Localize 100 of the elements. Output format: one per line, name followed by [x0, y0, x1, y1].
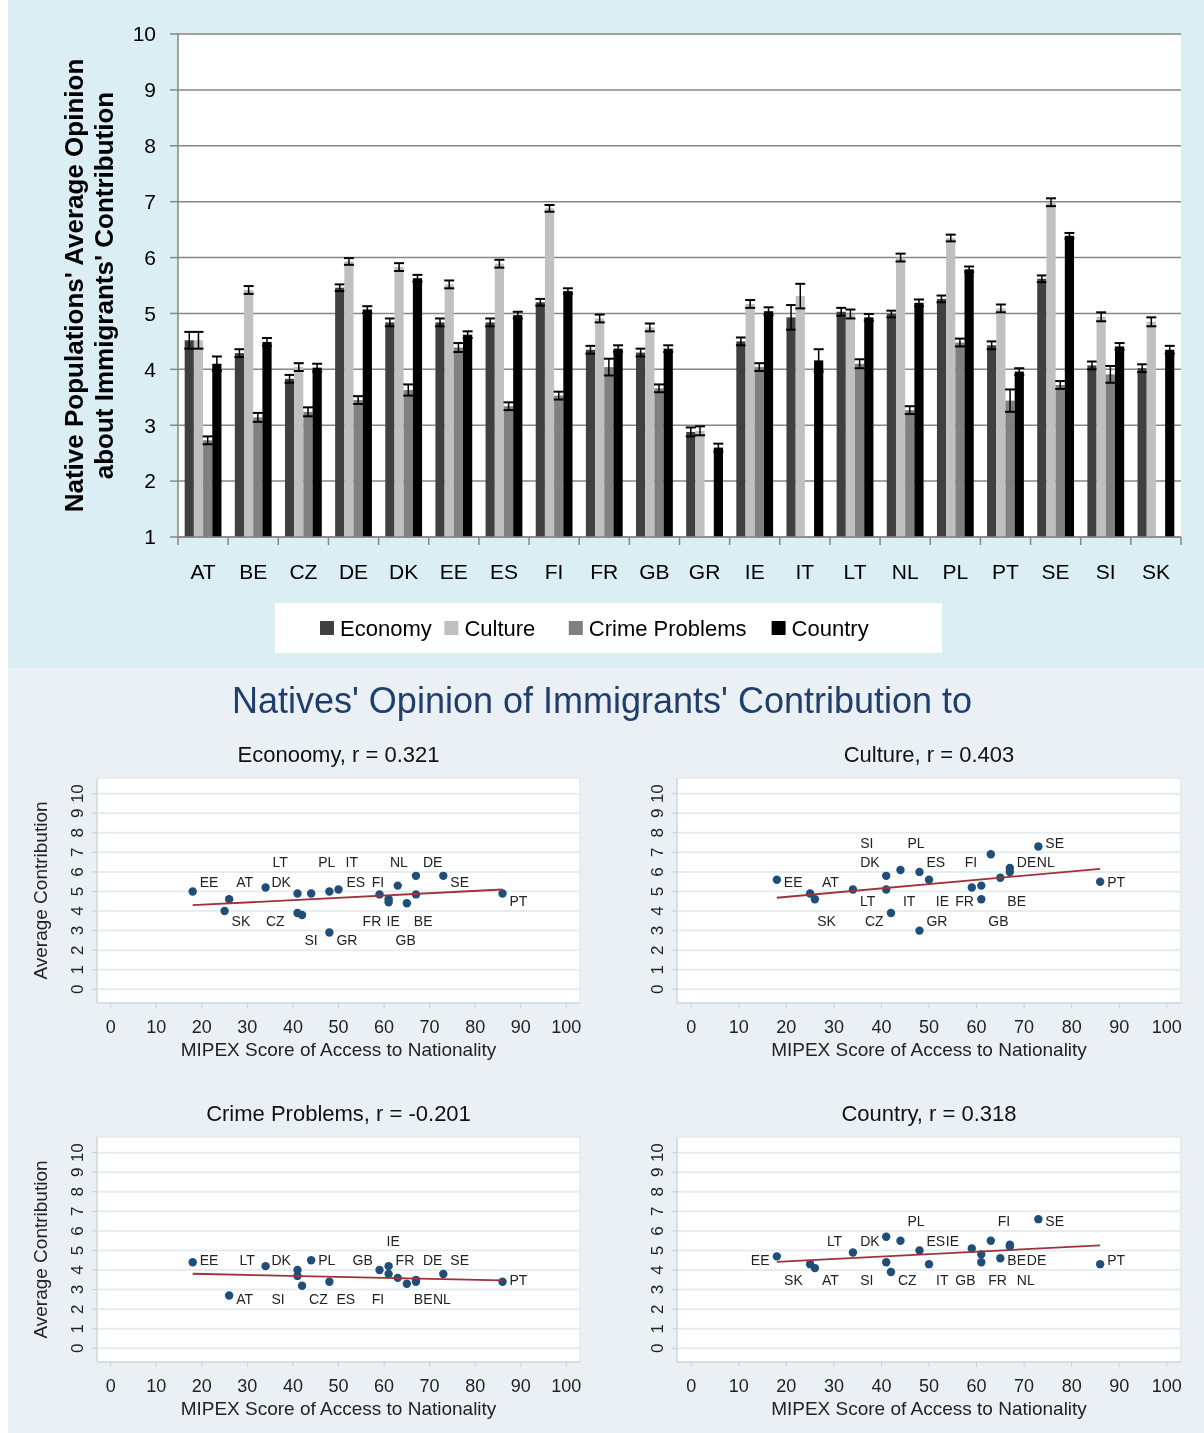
- x-tick-label: 90: [510, 1017, 531, 1038]
- point: [1034, 1214, 1043, 1224]
- point: [924, 1259, 934, 1269]
- x-tick-label: FR: [590, 560, 619, 584]
- y-tick-label: 8: [648, 828, 667, 838]
- annotation: PT: [1107, 873, 1126, 890]
- annotation: IT: [902, 893, 916, 910]
- point: [996, 1254, 1005, 1263]
- annotation: NL: [1036, 854, 1055, 871]
- annotation: PT: [509, 893, 528, 910]
- x-tick-label: 20: [191, 1376, 212, 1397]
- x-tick-label: 30: [237, 1376, 258, 1397]
- annotation: PL: [318, 1252, 336, 1269]
- annotation: GB: [988, 912, 1009, 929]
- x-tick-label: LT: [843, 560, 867, 584]
- chart-title: Econoomy, r = 0.321: [237, 742, 440, 767]
- point: [915, 867, 924, 877]
- chart-title: Crime Problems, r = -0.201: [206, 1101, 471, 1126]
- annotation: LT: [826, 1232, 843, 1249]
- annotation: FR: [988, 1271, 1007, 1288]
- annotation: PL: [907, 1213, 925, 1230]
- annotation: SK: [784, 1271, 804, 1288]
- x-tick-label: 10: [728, 1376, 749, 1397]
- y-tick-label: 3: [144, 413, 156, 437]
- annotation: SE: [450, 1252, 469, 1269]
- point: [986, 850, 996, 859]
- x-tick-label: IT: [795, 560, 815, 584]
- x-tick-label: SI: [1095, 560, 1116, 584]
- point: [261, 883, 270, 892]
- annotation: SK: [231, 912, 251, 929]
- annotation: CZ: [309, 1291, 329, 1308]
- point: [810, 895, 820, 904]
- y-tick-label: 4: [144, 357, 157, 381]
- point: [772, 875, 782, 884]
- x-tick-label: 80: [1061, 1017, 1082, 1038]
- x-tick-label: 70: [419, 1017, 440, 1038]
- y-tick-label: 6: [648, 867, 667, 877]
- x-tick-label: 30: [823, 1017, 844, 1038]
- point: [393, 881, 402, 890]
- annotation: BE: [1007, 893, 1027, 910]
- y-tick-label: 5: [68, 1245, 87, 1256]
- point: [293, 889, 302, 898]
- x-tick-label: PL: [942, 560, 969, 584]
- x-tick-label: 40: [871, 1017, 892, 1038]
- annotation: FI: [371, 1291, 385, 1308]
- y-tick-label: 5: [648, 886, 667, 897]
- annotation: CZ: [864, 912, 885, 929]
- point: [986, 1236, 996, 1245]
- point: [188, 1258, 197, 1267]
- point: [411, 871, 421, 881]
- point: [882, 871, 891, 881]
- annotation: FR: [395, 1252, 415, 1269]
- annotation: DE: [1016, 854, 1037, 871]
- annotation: ES: [926, 854, 946, 871]
- y-tick-label: 8: [648, 1187, 667, 1197]
- x-tick-label: PT: [992, 560, 1020, 584]
- annotation: ES: [346, 873, 366, 890]
- point: [915, 926, 924, 935]
- annotation: FR: [955, 893, 974, 910]
- point: [325, 928, 334, 937]
- annotation: GB: [352, 1252, 373, 1269]
- y-axis-title: Native Populations' Average Opinion about Immigrants' Contribution: [58, 58, 119, 513]
- annotation: EE: [199, 1252, 219, 1269]
- y-tick-label: 1: [144, 525, 156, 549]
- x-tick-label: 60: [374, 1376, 395, 1397]
- x-tick-label: SE: [1041, 560, 1070, 584]
- x-tick-label: 90: [510, 1376, 531, 1397]
- legend-label: Crime Problems: [588, 615, 747, 641]
- point: [384, 1261, 393, 1271]
- annotation: ES: [926, 1232, 946, 1249]
- y-tick-label: 1: [68, 965, 87, 975]
- x-tick-label: 0: [105, 1017, 116, 1038]
- y-tick-label: 8: [68, 1187, 87, 1197]
- annotation: SE: [1045, 834, 1065, 851]
- y-tick-label: 2: [68, 1304, 87, 1314]
- annotation: SI: [860, 1271, 874, 1288]
- x-tick-label: 40: [282, 1376, 303, 1397]
- annotation: BE: [413, 912, 433, 929]
- point: [498, 889, 507, 898]
- y-tick-label: 0: [648, 984, 667, 995]
- y-tick-label: 5: [68, 886, 87, 897]
- y-tick-label: 7: [68, 1206, 87, 1217]
- x-tick-label: 10: [728, 1017, 749, 1038]
- point: [334, 885, 343, 894]
- y-tick-label: 9: [144, 78, 156, 102]
- x-tick-label: AT: [190, 560, 216, 584]
- point: [886, 1267, 896, 1277]
- point: [224, 1291, 234, 1300]
- point: [896, 1236, 905, 1245]
- y-tick-label: 8: [144, 134, 156, 158]
- y-tick-label: 7: [68, 847, 87, 858]
- y-tick-label: 10: [68, 1143, 87, 1163]
- legend-label: Culture: [464, 615, 536, 641]
- point: [1095, 1259, 1105, 1269]
- x-tick-label: 60: [966, 1017, 987, 1038]
- chart-title: Country, r = 0.318: [841, 1101, 1017, 1126]
- y-tick-label: 0: [68, 1343, 87, 1354]
- annotation: AT: [821, 1271, 840, 1288]
- annotation: PT: [1107, 1252, 1126, 1269]
- x-tick-label: 0: [105, 1376, 116, 1397]
